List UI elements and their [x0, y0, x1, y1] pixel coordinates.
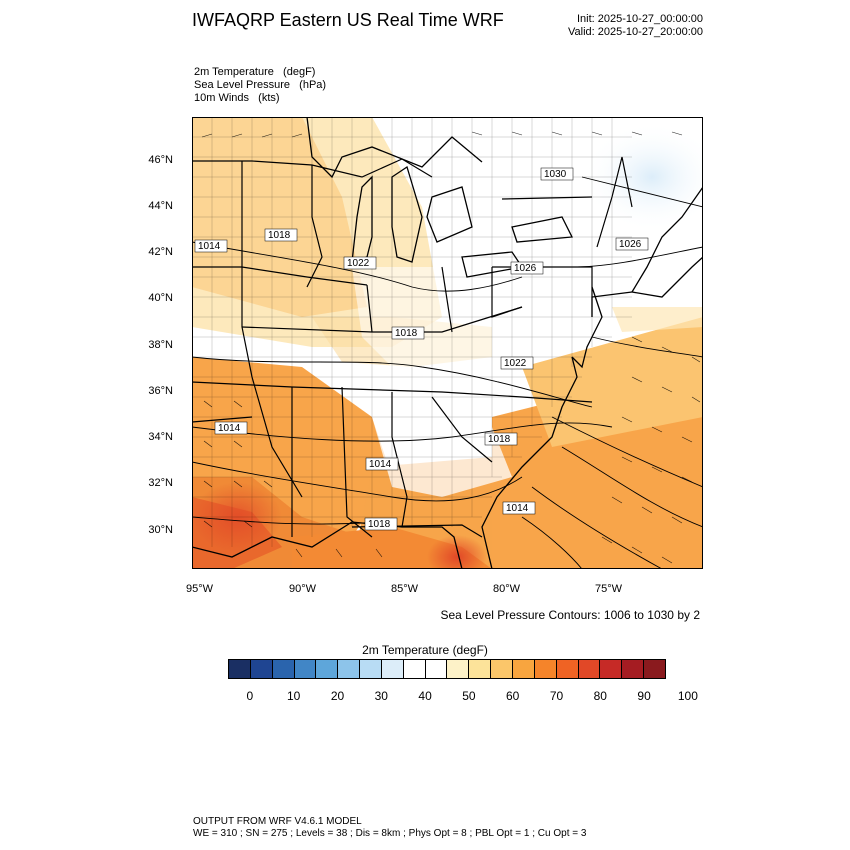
- colorbar-swatch: [512, 660, 535, 678]
- pressure-label: 1022: [500, 356, 534, 370]
- lat-label: 40°N: [148, 292, 173, 304]
- lon-label: 90°W: [289, 583, 317, 595]
- colorbar-title: 2m Temperature (degF): [362, 643, 488, 657]
- pressure-label-text: 1030: [544, 169, 567, 180]
- colorbar-swatch: [294, 660, 317, 678]
- init-time: Init: 2025-10-27_00:00:00: [577, 13, 703, 25]
- colorbar-swatch: [644, 660, 665, 678]
- colorbar-tick-label: 60: [506, 689, 520, 703]
- lat-label: 46°N: [148, 154, 173, 166]
- colorbar-swatch: [250, 660, 273, 678]
- pressure-label: 1022: [343, 256, 377, 270]
- colorbar-swatch: [425, 660, 448, 678]
- contour-note: Sea Level Pressure Contours: 1006 to 103…: [440, 608, 701, 622]
- colorbar-swatch: [556, 660, 579, 678]
- pressure-label-text: 1018: [488, 434, 511, 445]
- lon-label: 95°W: [186, 583, 214, 595]
- colorbar-swatch: [491, 660, 513, 678]
- lat-label: 44°N: [148, 200, 173, 212]
- colorbar-swatch: [360, 660, 382, 678]
- lon-label: 75°W: [595, 583, 623, 595]
- colorbar-tick-label: 30: [374, 689, 388, 703]
- lat-label: 30°N: [148, 524, 173, 536]
- pressure-labels: 1030 1018 1014 1022 1026 1026 1018 1022 …: [194, 167, 649, 531]
- pressure-label-text: 1018: [395, 328, 418, 339]
- colorbar-ticks: 0 10 20 30 40 50 60 70 80 90 100: [228, 689, 698, 703]
- lat-label: 38°N: [148, 339, 173, 351]
- lat-label: 34°N: [148, 431, 173, 443]
- footer-line-2: WE = 310 ; SN = 275 ; Levels = 38 ; Dis …: [193, 828, 587, 839]
- pressure-label-text: 1014: [369, 459, 392, 470]
- colorbar-tick-label: 0: [246, 689, 254, 703]
- pressure-label-text: 1022: [504, 358, 527, 369]
- footer-line-1: OUTPUT FROM WRF V4.6.1 MODEL: [193, 816, 362, 827]
- pressure-label-text: 1026: [619, 239, 642, 250]
- pressure-label: 1026: [615, 237, 649, 251]
- pressure-label-text: 1018: [368, 519, 391, 530]
- colorbar-swatch: [403, 660, 426, 678]
- pressure-label-text: 1014: [218, 423, 241, 434]
- pressure-label: 1014: [502, 501, 536, 515]
- colorbar-tick-label: 10: [287, 689, 301, 703]
- field-temperature: 2m Temperature (degF): [194, 66, 316, 78]
- colorbar-tick-label: 100: [677, 689, 698, 703]
- colorbar-tick-label: 40: [418, 689, 432, 703]
- colorbar-swatch: [622, 660, 645, 678]
- colorbar-swatch: [338, 660, 361, 678]
- valid-time: Valid: 2025-10-27_20:00:00: [568, 26, 703, 38]
- lat-label: 32°N: [148, 477, 173, 489]
- colorbar-swatch: [272, 660, 295, 678]
- colorbar-swatch: [578, 660, 601, 678]
- colorbar-swatch: [316, 660, 339, 678]
- colorbar-tick-label: 50: [462, 689, 476, 703]
- pressure-label: 1018: [364, 517, 398, 531]
- pressure-label: 1026: [510, 261, 544, 275]
- lat-label: 42°N: [148, 246, 173, 258]
- map-title: IWFAQRP Eastern US Real Time WRF: [192, 10, 504, 30]
- colorbar-swatch: [381, 660, 404, 678]
- field-list: 2m Temperature (degF) Sea Level Pressure…: [194, 66, 326, 105]
- pressure-label: 1018: [264, 228, 298, 242]
- pressure-label-text: 1018: [268, 230, 291, 241]
- lat-label: 36°N: [148, 385, 173, 397]
- map-canvas: 1030 1018 1014 1022 1026 1026 1018 1022 …: [192, 117, 703, 569]
- field-pressure: Sea Level Pressure (hPa): [194, 79, 327, 91]
- pressure-label-text: 1022: [347, 258, 370, 269]
- pressure-label: 1014: [365, 457, 399, 471]
- pressure-label: 1018: [391, 326, 425, 340]
- lon-label: 85°W: [391, 583, 419, 595]
- weather-map: 1030 1018 1014 1022 1026 1026 1018 1022 …: [192, 117, 703, 569]
- pressure-label: 1018: [484, 432, 518, 446]
- lon-label: 80°W: [493, 583, 521, 595]
- temperature-colorbar: [228, 659, 666, 679]
- colorbar-swatch: [534, 660, 557, 678]
- model-footer: OUTPUT FROM WRF V4.6.1 MODEL WE = 310 ; …: [193, 816, 586, 840]
- colorbar-swatch: [447, 660, 470, 678]
- colorbar-tick-label: 90: [637, 689, 651, 703]
- colorbar-tick-label: 20: [330, 689, 345, 703]
- pressure-label: 1030: [540, 167, 574, 181]
- pressure-label-text: 1014: [198, 241, 221, 252]
- colorbar-swatch: [600, 660, 623, 678]
- pressure-label: 1014: [194, 239, 228, 253]
- colorbar-swatch: [229, 660, 251, 678]
- pressure-label-text: 1026: [514, 263, 537, 274]
- field-winds: 10m Winds (kts): [194, 92, 280, 104]
- pressure-label: 1014: [214, 421, 248, 435]
- colorbar-tick-label: 70: [549, 689, 564, 703]
- pressure-label-text: 1014: [506, 503, 529, 514]
- run-times: Init: 2025-10-27_00:00:00 Valid: 2025-10…: [568, 13, 703, 39]
- colorbar-swatch: [469, 660, 492, 678]
- colorbar-tick-label: 80: [593, 689, 607, 703]
